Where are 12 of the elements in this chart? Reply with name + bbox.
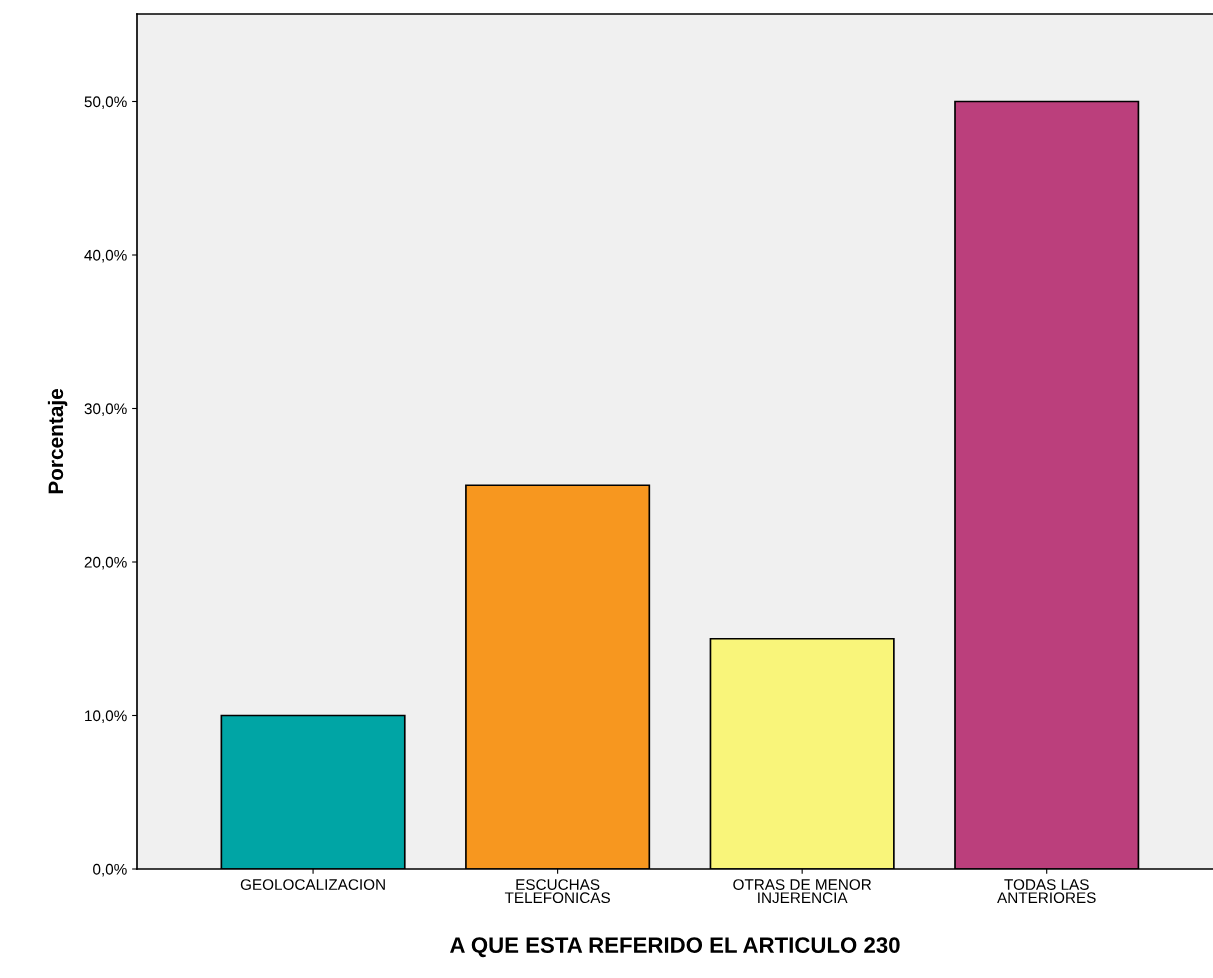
- y-axis-title: Porcentaje: [47, 388, 68, 494]
- y-tick-label: 40,0%: [84, 249, 127, 263]
- x-tick-label: OTRAS DE MENOR INJERENCIA: [733, 879, 872, 904]
- y-tick-label: 0,0%: [93, 863, 127, 877]
- x-tick-label: ESCUCHAS TELEFONICAS: [504, 879, 610, 904]
- y-tick-label: 10,0%: [85, 710, 127, 723]
- y-tick-label: 30,0%: [84, 403, 127, 416]
- x-tick-label: TODAS LAS ANTERIORES: [997, 879, 1096, 904]
- x-axis-title: A QUE ESTA REFERIDO EL ARTICULO 230: [450, 937, 900, 958]
- y-tick-label: 50,0%: [84, 96, 127, 109]
- x-tick-label: GEOLOCALIZACION: [240, 879, 385, 890]
- y-tick-label: 20,0%: [84, 556, 127, 570]
